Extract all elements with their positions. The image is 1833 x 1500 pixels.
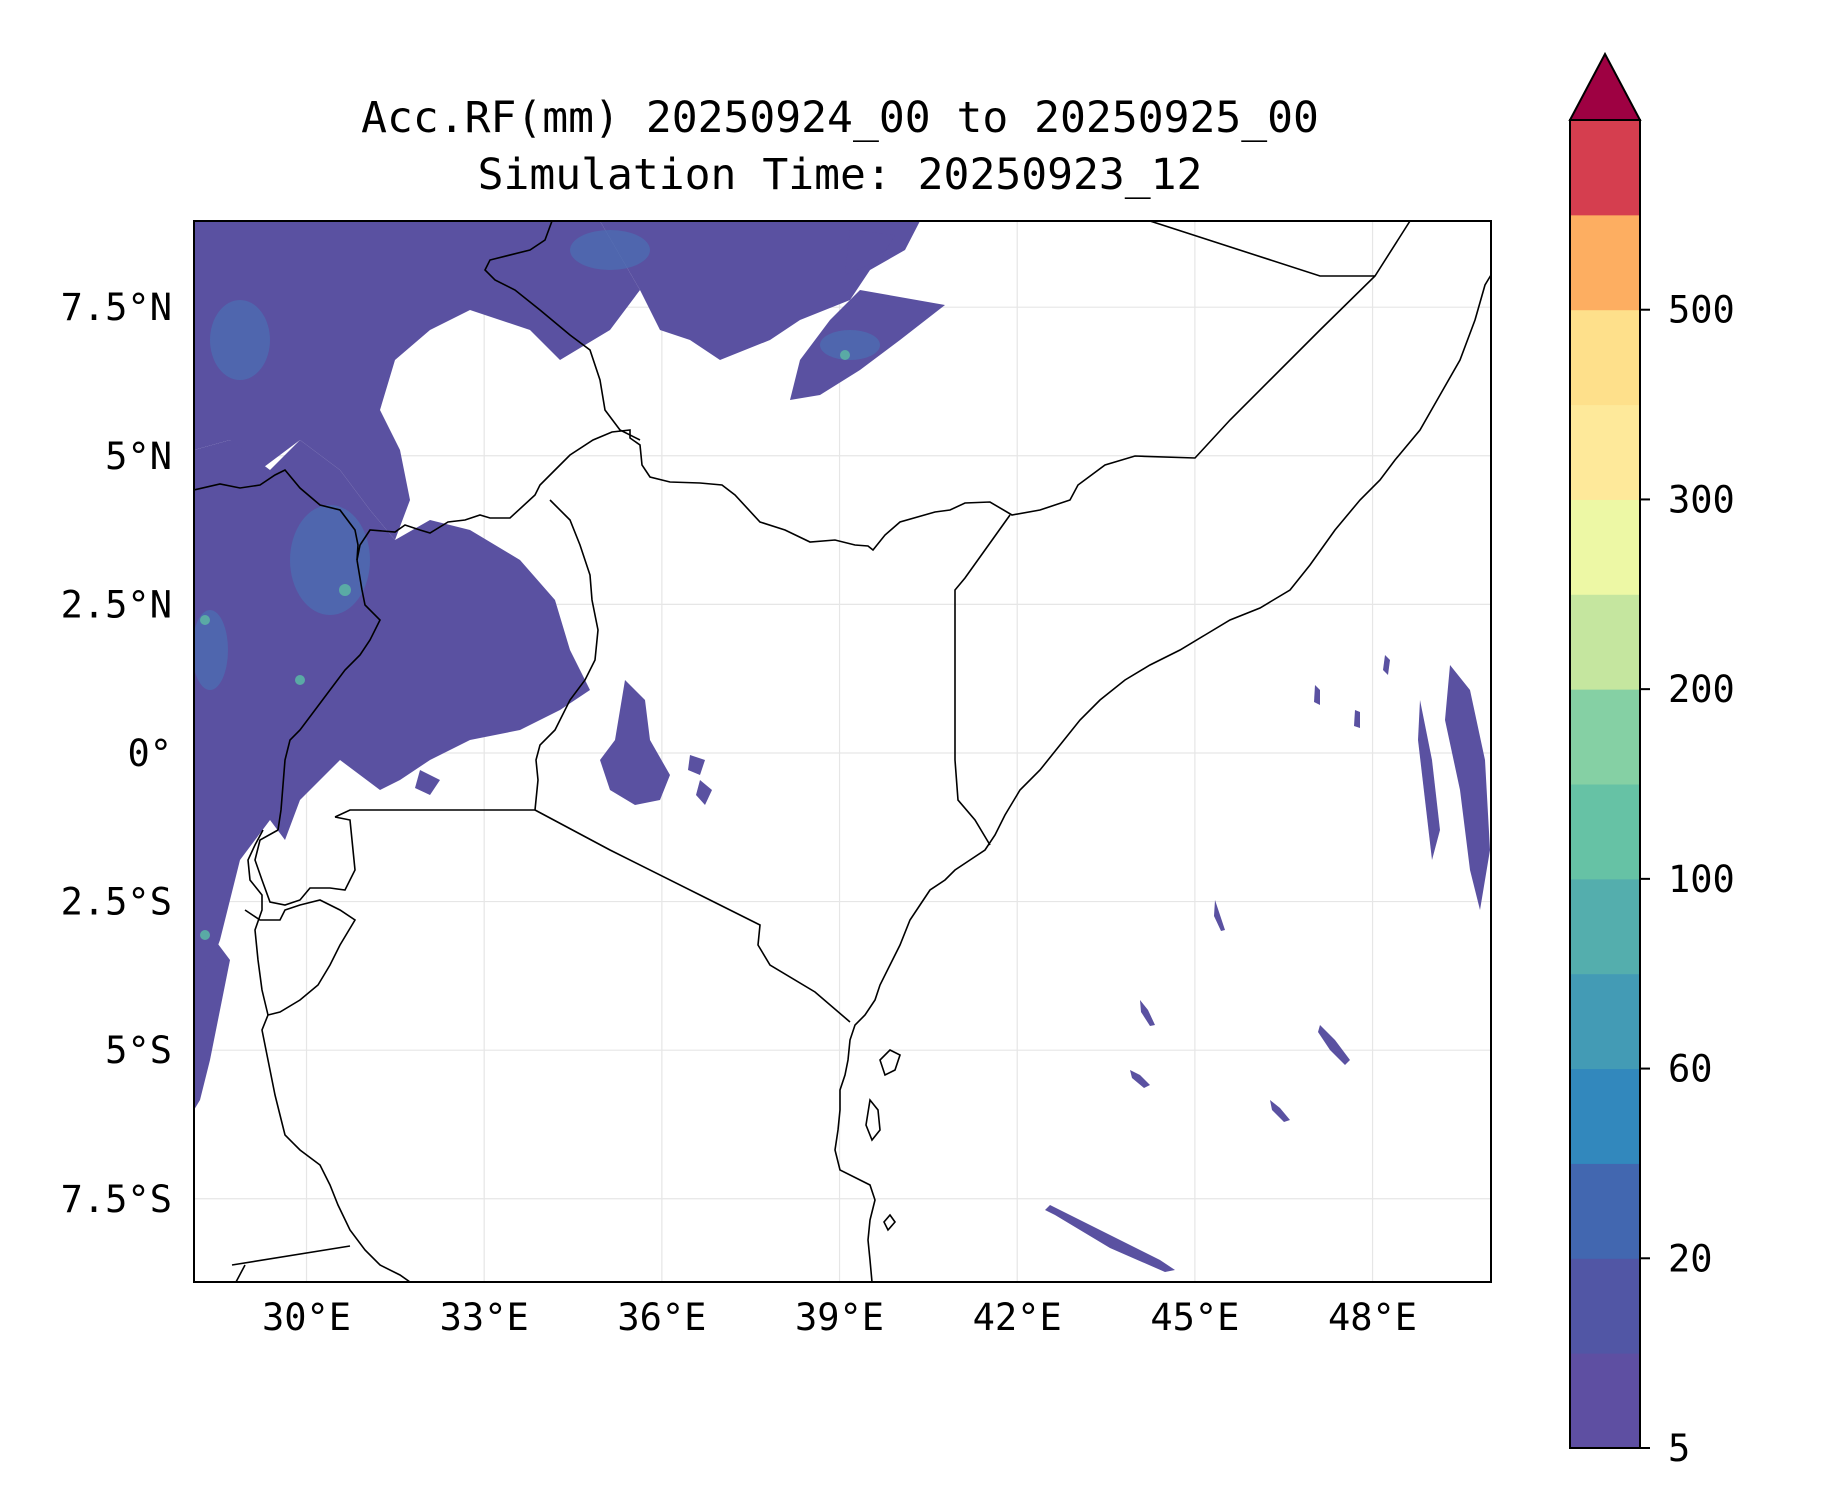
colorbar-band-2 <box>1570 1163 1640 1259</box>
colorbar-band-5 <box>1570 878 1640 975</box>
colorbar-tick-label: 5 <box>1668 1427 1690 1470</box>
rain-streak-9 <box>1314 685 1320 705</box>
chart-title-line-2: Simulation Time: 20250923_12 <box>477 150 1203 200</box>
rain-core-1 <box>290 505 370 615</box>
gridlines <box>194 221 1491 1282</box>
y-tick-label: 2.5°N <box>61 583 172 626</box>
country-borders <box>194 221 1491 1282</box>
border-kenya-tanzania <box>534 809 851 1023</box>
colorbar-band-10 <box>1570 404 1640 500</box>
colorbar-tick-label: 100 <box>1668 858 1735 901</box>
rain-core-2 <box>210 300 270 380</box>
rain-streak-7 <box>1140 1000 1155 1026</box>
island-pemba <box>865 1098 881 1142</box>
colorbar-band-12 <box>1570 214 1640 311</box>
x-tick-label: 36°E <box>617 1296 706 1339</box>
island-zanzibar <box>879 1049 901 1077</box>
rain-area-lake-victoria-east <box>600 680 670 805</box>
y-tick-label: 5°S <box>105 1029 172 1072</box>
island-mafia <box>883 1213 897 1232</box>
colorbar-band-13 <box>1570 120 1640 216</box>
border-drc-uganda <box>277 559 381 831</box>
map-frame <box>193 220 1492 1283</box>
rain-streak-6 <box>1130 1070 1150 1088</box>
chart-title-line-1: Acc.RF(mm) 20250924_00 to 20250925_00 <box>361 93 1319 143</box>
rain-streak-5 <box>1270 1100 1290 1122</box>
colorbar-band-11 <box>1570 309 1640 406</box>
border-kenya-somalia <box>954 514 1011 846</box>
x-tick-label: 45°E <box>1150 1296 1239 1339</box>
y-axis-ticks: 7.5°N 5°N 2.5°N 0° 2.5°S 5°S 7.5°S <box>61 286 172 1221</box>
border-tanzania-zambia <box>231 1245 351 1266</box>
rain-peak-2 <box>295 675 305 685</box>
colorbar-tick-label: 300 <box>1668 478 1735 521</box>
x-tick-label: 48°E <box>1328 1296 1417 1339</box>
rain-peak-5 <box>200 930 210 940</box>
colorbar-band-0 <box>1570 1353 1640 1449</box>
rain-core-3 <box>570 230 650 270</box>
x-tick-label: 42°E <box>973 1296 1062 1339</box>
rain-peak-4 <box>840 350 850 360</box>
border-drc-west <box>247 829 269 1016</box>
colorbar-band-3 <box>1570 1068 1640 1164</box>
coastline-east-africa <box>834 274 1491 1282</box>
rain-area-north-central <box>600 221 920 360</box>
colorbar-frame <box>1569 119 1641 1449</box>
x-tick-label: 30°E <box>262 1296 351 1339</box>
border-rwanda-burundi <box>254 816 356 906</box>
border-lake-tanganyika <box>235 1264 246 1282</box>
rain-area-small-1 <box>415 770 440 795</box>
y-tick-label: 2.5°S <box>61 881 172 924</box>
colorbar-band-8 <box>1570 594 1640 690</box>
y-tick-label: 5°N <box>105 435 172 478</box>
border-ethiopia-somalia <box>356 221 1411 561</box>
colorbar-tick-label: 60 <box>1668 1048 1713 1091</box>
rainfall-peaks <box>200 350 850 940</box>
colorbar-extend-arrow <box>1568 51 1642 121</box>
colorbar-band-4 <box>1570 973 1640 1070</box>
border-sudan-southsudan <box>484 221 641 441</box>
rain-area-small-2 <box>688 755 705 775</box>
rain-area-great-lakes <box>194 440 590 1020</box>
y-tick-label: 7.5°N <box>61 286 172 329</box>
rain-streak-3 <box>1045 1205 1175 1272</box>
rainfall-field <box>194 221 1490 1272</box>
border-somalia-north <box>1149 221 1375 277</box>
border-kenya-uganda <box>534 499 599 811</box>
colorbar-tick-label: 20 <box>1668 1237 1713 1280</box>
colorbar: 5 20 60 100 200 300 500 <box>1568 51 1735 1470</box>
colorbar-band-6 <box>1570 784 1640 880</box>
rain-area-congo-south <box>194 940 230 1110</box>
rain-streak-8 <box>1214 900 1225 931</box>
rain-streak-1 <box>1445 665 1490 910</box>
colorbar-band-1 <box>1570 1258 1640 1354</box>
border-burundi-tanzania <box>244 899 411 1282</box>
rain-peak-1 <box>339 584 351 596</box>
rain-streak-2 <box>1418 700 1440 860</box>
rain-area-small-3 <box>696 780 712 805</box>
rain-area-ethiopia-north <box>845 230 895 275</box>
rain-streak-10 <box>1354 710 1360 728</box>
y-tick-label: 7.5°S <box>61 1178 172 1221</box>
rain-core-5 <box>820 330 880 360</box>
x-tick-label: 39°E <box>795 1296 884 1339</box>
rain-streak-4 <box>1318 1025 1350 1065</box>
border-drc-southsudan <box>194 469 359 561</box>
x-axis-ticks: 30°E 33°E 36°E 39°E 42°E 45°E 48°E <box>262 1296 1417 1339</box>
colorbar-tick-label: 500 <box>1668 289 1735 332</box>
rain-core-4 <box>194 610 228 690</box>
x-tick-label: 33°E <box>440 1296 529 1339</box>
colorbar-band-9 <box>1570 499 1640 595</box>
colorbar-tick-label: 200 <box>1668 668 1735 711</box>
rain-streak-11 <box>1383 655 1390 675</box>
colorbar-band-7 <box>1570 689 1640 785</box>
rain-peak-3 <box>200 615 210 625</box>
y-tick-label: 0° <box>127 732 172 775</box>
border-uganda-tanzania <box>334 809 535 818</box>
